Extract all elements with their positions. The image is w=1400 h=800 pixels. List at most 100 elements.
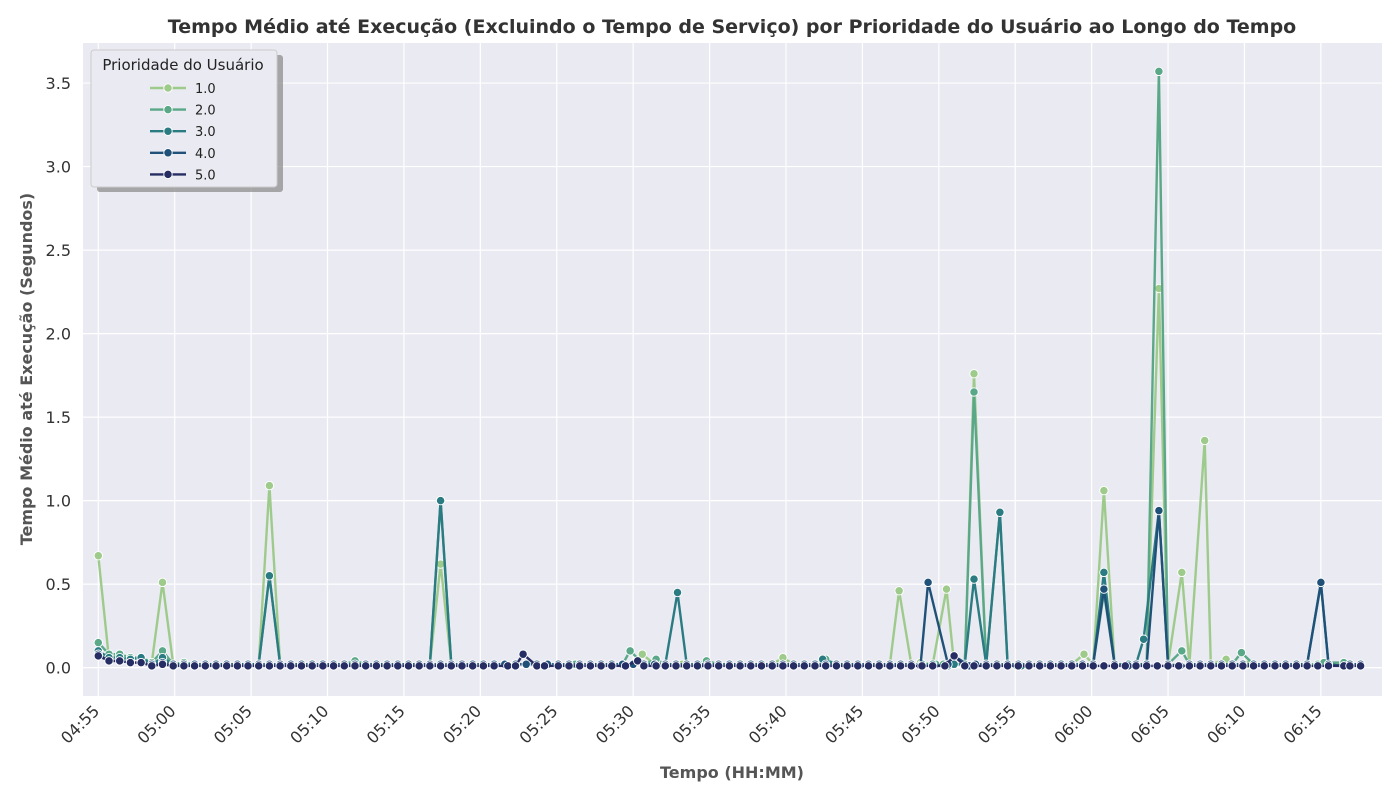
data-point (1056, 661, 1066, 671)
data-point (446, 661, 456, 671)
data-point (1109, 661, 1120, 671)
data-point (735, 661, 745, 671)
data-point (93, 637, 103, 648)
legend-item: 1.0 (150, 82, 216, 97)
data-point (575, 661, 585, 671)
data-point (510, 661, 521, 671)
data-point (104, 656, 114, 666)
data-point (703, 661, 713, 671)
x-tick-label: 05:30 (592, 701, 638, 747)
data-point (969, 369, 979, 379)
data-point (136, 657, 146, 668)
data-point (318, 661, 328, 671)
data-point (1138, 634, 1149, 644)
x-tick-label: 05:20 (439, 701, 485, 747)
data-point (651, 661, 661, 671)
x-tick-label: 05:25 (516, 701, 562, 747)
data-point (1200, 435, 1210, 446)
data-point (949, 651, 959, 661)
legend-marker (163, 104, 173, 115)
data-point (264, 571, 275, 581)
x-tick-label: 05:40 (745, 701, 791, 747)
legend-label: 4.0 (195, 147, 216, 162)
data-point (521, 659, 531, 669)
data-point (435, 661, 446, 671)
data-point (585, 661, 596, 671)
data-point (992, 661, 1002, 671)
data-point (960, 661, 970, 671)
data-point (1313, 661, 1323, 671)
data-point (1291, 661, 1302, 671)
data-point (1035, 661, 1045, 671)
data-point (189, 661, 200, 671)
data-point (895, 661, 906, 671)
data-point (831, 661, 842, 671)
data-point (746, 661, 756, 671)
data-point (671, 661, 681, 671)
data-point (489, 661, 499, 671)
data-point (1323, 661, 1334, 671)
data-point (981, 661, 991, 671)
data-point (1316, 577, 1326, 588)
data-point (1024, 661, 1034, 671)
x-tick-label: 05:50 (898, 701, 944, 747)
data-point (1079, 649, 1089, 659)
legend-item: 5.0 (150, 168, 216, 183)
data-point (157, 659, 168, 669)
x-tick-label: 06:10 (1203, 701, 1249, 747)
x-tick-label: 05:45 (821, 701, 867, 747)
legend-box (90, 49, 278, 188)
data-point (1045, 661, 1056, 671)
data-point (767, 661, 777, 671)
data-point (532, 661, 542, 671)
x-tick-label: 05:35 (668, 701, 714, 747)
data-point (756, 661, 767, 671)
data-point (969, 574, 979, 584)
data-point (1152, 661, 1162, 671)
data-point (564, 661, 574, 671)
data-point (1236, 647, 1247, 658)
data-point (264, 480, 275, 491)
data-point (853, 661, 863, 671)
data-point (874, 661, 884, 671)
x-tick-label: 04:55 (57, 701, 103, 747)
data-point (894, 586, 904, 596)
data-point (393, 661, 403, 671)
data-point (1067, 661, 1077, 671)
x-tick-label: 06:00 (1050, 701, 1096, 747)
data-point (1142, 661, 1152, 671)
data-point (1099, 661, 1109, 671)
legend-label: 5.0 (195, 168, 216, 183)
data-point (243, 661, 253, 671)
data-point (168, 661, 178, 671)
data-point (382, 661, 392, 671)
y-tick-label: 0.5 (46, 575, 71, 594)
legend-title: Prioridade do Usuário (102, 56, 263, 74)
x-tick-label: 05:55 (974, 701, 1020, 747)
y-tick-label: 1.0 (46, 492, 71, 511)
data-point (692, 661, 703, 671)
data-point (607, 661, 617, 671)
data-point (1163, 661, 1173, 671)
data-point (350, 661, 360, 671)
data-point (539, 661, 550, 671)
legend-items: 1.0 2.0 3.0 4.0 5.0 (150, 82, 216, 183)
x-tick-label: 05:10 (286, 701, 332, 747)
data-point (553, 661, 563, 671)
x-tick-label: 05:05 (210, 701, 256, 747)
data-point (1099, 584, 1109, 594)
x-tick-label: 06:05 (1127, 701, 1173, 747)
data-point (414, 661, 424, 671)
data-point (724, 661, 735, 671)
y-tick-labels: 0.0 0.5 1.0 1.5 2.0 2.5 3.0 3.5 (46, 74, 71, 678)
data-point (1177, 646, 1187, 656)
data-point (1013, 661, 1023, 671)
data-point (1099, 485, 1109, 496)
legend-marker (163, 83, 173, 93)
data-point (1002, 661, 1013, 671)
data-point (778, 661, 788, 671)
data-point (1227, 661, 1237, 671)
data-point (468, 661, 478, 671)
x-tick-labels: 04:55 05:00 05:05 05:10 05:15 05:20 05:25 05:30… (57, 701, 1326, 747)
data-point (1099, 567, 1109, 578)
